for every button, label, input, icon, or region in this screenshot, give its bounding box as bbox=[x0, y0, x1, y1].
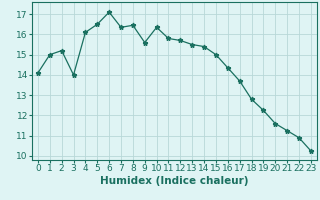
X-axis label: Humidex (Indice chaleur): Humidex (Indice chaleur) bbox=[100, 176, 249, 186]
